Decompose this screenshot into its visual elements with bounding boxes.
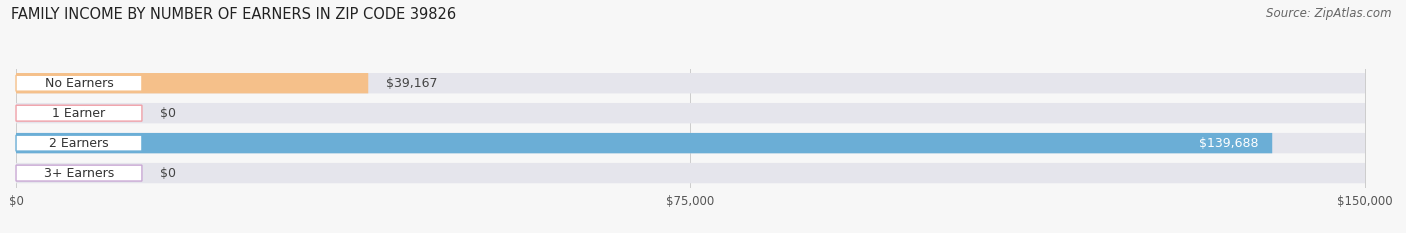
Text: Source: ZipAtlas.com: Source: ZipAtlas.com [1267, 7, 1392, 20]
FancyBboxPatch shape [15, 165, 142, 181]
Text: FAMILY INCOME BY NUMBER OF EARNERS IN ZIP CODE 39826: FAMILY INCOME BY NUMBER OF EARNERS IN ZI… [11, 7, 457, 22]
FancyBboxPatch shape [15, 103, 1365, 123]
FancyBboxPatch shape [15, 135, 142, 151]
Text: 3+ Earners: 3+ Earners [44, 167, 114, 180]
FancyBboxPatch shape [15, 73, 1365, 93]
Text: $0: $0 [160, 107, 176, 120]
Text: No Earners: No Earners [45, 77, 114, 90]
Text: $39,167: $39,167 [387, 77, 437, 90]
FancyBboxPatch shape [15, 75, 142, 91]
Text: 2 Earners: 2 Earners [49, 137, 108, 150]
Text: 1 Earner: 1 Earner [52, 107, 105, 120]
FancyBboxPatch shape [15, 73, 368, 93]
Text: $139,688: $139,688 [1199, 137, 1258, 150]
FancyBboxPatch shape [15, 133, 1365, 153]
FancyBboxPatch shape [15, 163, 1365, 183]
FancyBboxPatch shape [15, 105, 142, 121]
Text: $0: $0 [160, 167, 176, 180]
FancyBboxPatch shape [15, 133, 1272, 153]
